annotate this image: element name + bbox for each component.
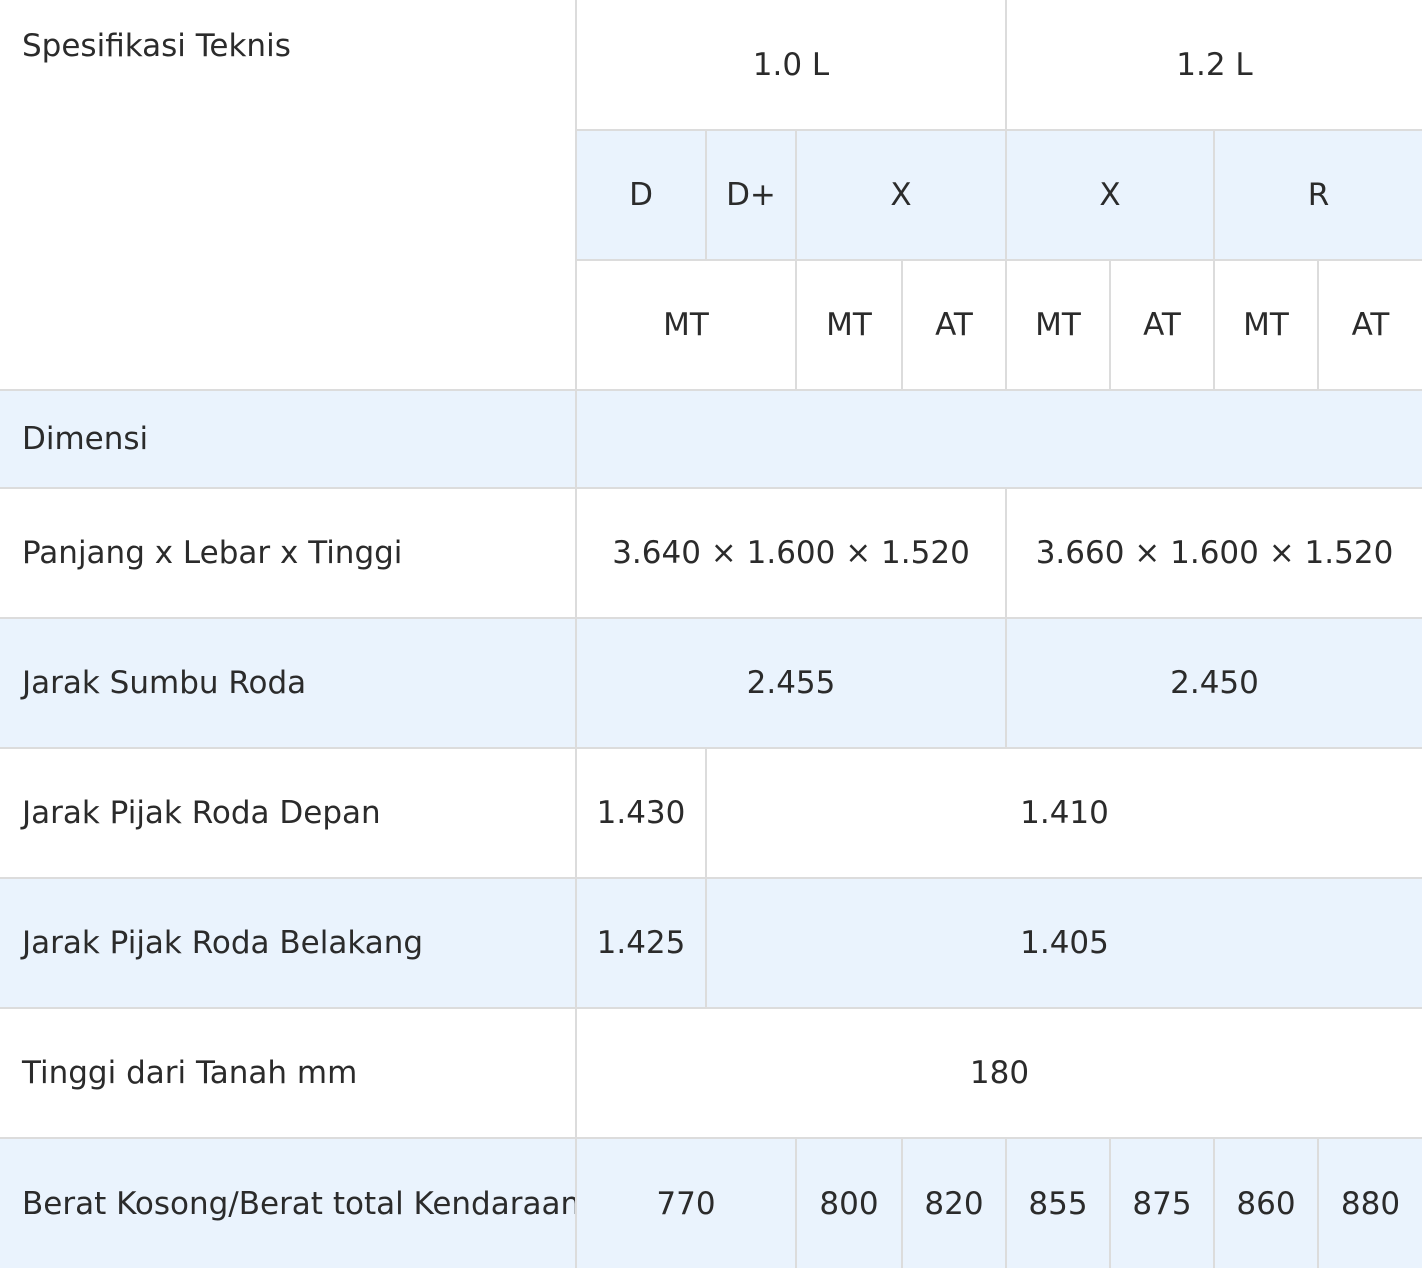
table-cell: 1.405: [705, 877, 1422, 1009]
grade-header-x-1-0l: X: [795, 129, 1007, 261]
table-row: Panjang x Lebar x Tinggi 3.640 × 1.600 ×…: [0, 487, 1422, 619]
table-row: Jarak Pijak Roda Depan 1.430 1.410: [0, 747, 1422, 879]
table-cell: 2.455: [575, 617, 1007, 749]
table-cell: 3.660 × 1.600 × 1.520: [1005, 487, 1422, 619]
row-label: Jarak Pijak Roda Depan: [0, 747, 577, 879]
transmission-header: MT: [795, 259, 903, 391]
table-row: Jarak Sumbu Roda 2.455 2.450: [0, 617, 1422, 749]
engine-header-1-0l: 1.0 L: [575, 0, 1007, 131]
grade-header-x-1-2l: X: [1005, 129, 1215, 261]
table-row: Tinggi dari Tanah mm 180: [0, 1007, 1422, 1139]
table-cell: 180: [575, 1007, 1422, 1139]
table-cell: 875: [1109, 1137, 1215, 1268]
table-cell: 860: [1213, 1137, 1319, 1268]
transmission-header: AT: [1109, 259, 1215, 391]
transmission-header: AT: [901, 259, 1007, 391]
grade-header-row: D D+ X X R: [0, 129, 1422, 261]
table-cell: 2.450: [1005, 617, 1422, 749]
table-row: Jarak Pijak Roda Belakang 1.425 1.405: [0, 877, 1422, 1009]
section-label: Dimensi: [0, 389, 577, 489]
table-cell: 880: [1317, 1137, 1422, 1268]
engine-header-1-2l: 1.2 L: [1005, 0, 1422, 131]
section-filler: [575, 389, 1422, 489]
table-cell: 1.410: [705, 747, 1422, 879]
row-label: Berat Kosong/Berat total Kendaraan: [0, 1137, 577, 1268]
grade-header-r: R: [1213, 129, 1422, 261]
table-row: Berat Kosong/Berat total Kendaraan 770 8…: [0, 1137, 1422, 1268]
table-cell: 3.640 × 1.600 × 1.520: [575, 487, 1007, 619]
grade-header-d-plus: D+: [705, 129, 797, 261]
spec-corner-label: Spesifikasi Teknis: [0, 0, 577, 391]
row-label: Tinggi dari Tanah mm: [0, 1007, 577, 1139]
row-label: Jarak Sumbu Roda: [0, 617, 577, 749]
engine-header-row: Spesifikasi Teknis 1.0 L 1.2 L: [0, 0, 1422, 391]
table-cell: 770: [575, 1137, 797, 1268]
transmission-header: MT: [1213, 259, 1319, 391]
table-cell: 800: [795, 1137, 903, 1268]
transmission-header: AT: [1317, 259, 1422, 391]
row-label: Panjang x Lebar x Tinggi: [0, 487, 577, 619]
transmission-header: MT: [1005, 259, 1111, 391]
table-cell: 1.430: [575, 747, 707, 879]
table-cell: 1.425: [575, 877, 707, 1009]
table-cell: 855: [1005, 1137, 1111, 1268]
transmission-header: MT: [575, 259, 797, 391]
grade-header-d: D: [575, 129, 707, 261]
table-cell: 820: [901, 1137, 1007, 1268]
section-row-dimensi: Dimensi: [0, 389, 1422, 489]
row-label: Jarak Pijak Roda Belakang: [0, 877, 577, 1009]
